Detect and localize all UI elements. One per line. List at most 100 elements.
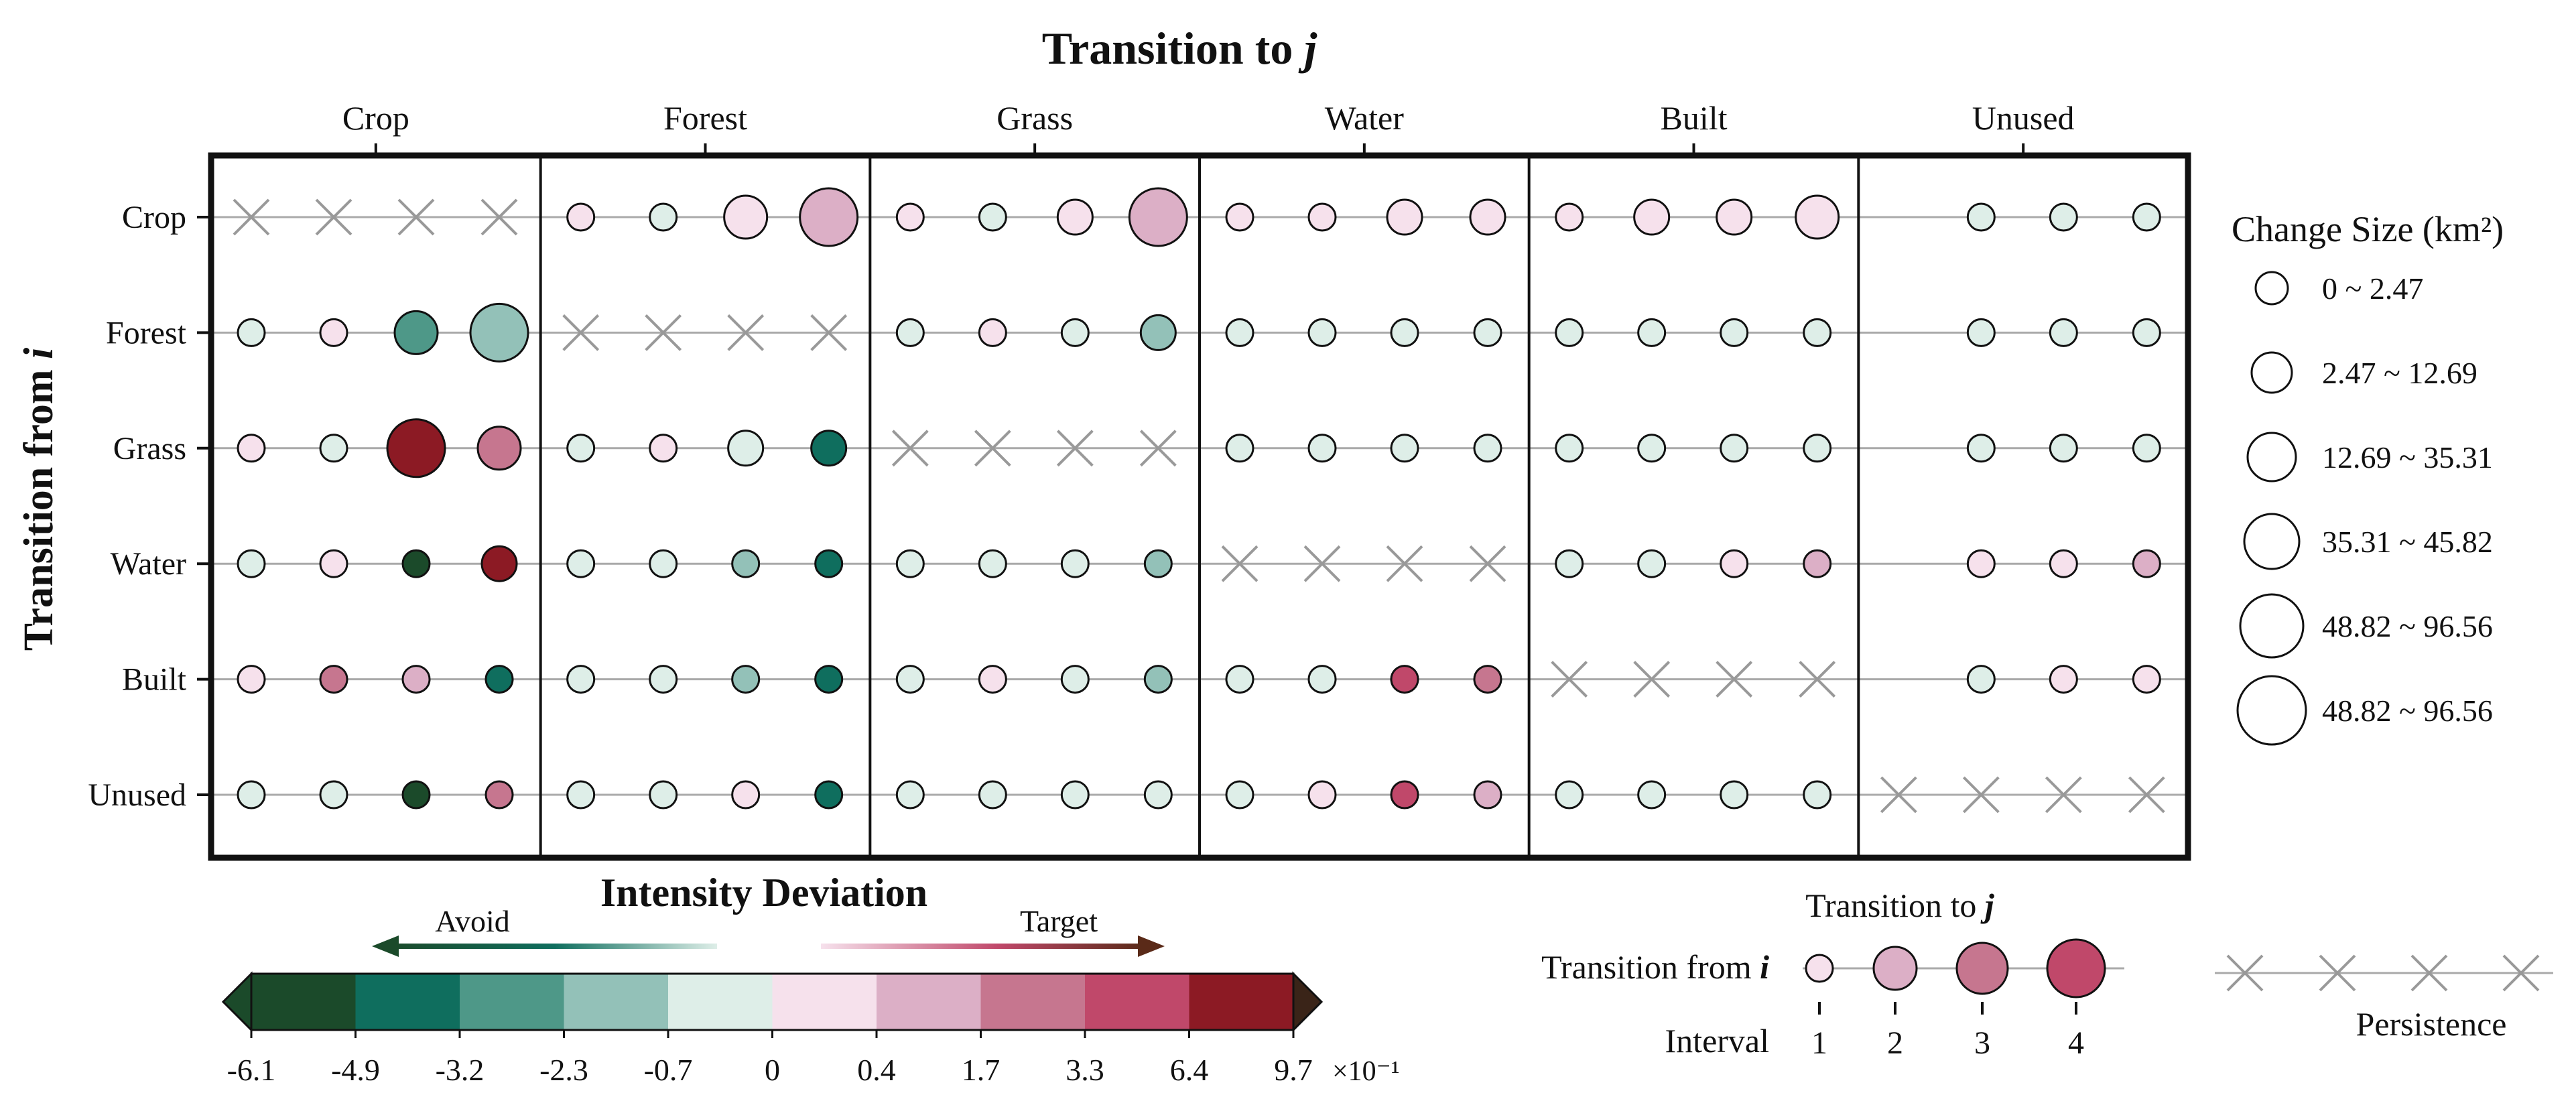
bubble-crop-to-unused-3: [2049, 202, 2078, 232]
bubble-water-to-built-2: [1637, 549, 1667, 578]
size-legend-entry: 35.31 ~ 45.82: [2322, 525, 2493, 559]
bubble-water-to-grass-2: [978, 549, 1007, 578]
bubble-water-to-forest-3: [731, 549, 761, 578]
matrix-marks: [233, 187, 2165, 814]
persistence-label: Persistence: [2356, 1005, 2507, 1043]
colorbar-tick-label: 9.7: [1274, 1053, 1313, 1087]
bubble-water-to-built-3: [1720, 549, 1749, 578]
bubble-crop-to-built-2: [1633, 198, 1671, 236]
column-label-grass: Grass: [996, 99, 1073, 137]
persistence-mark: [1139, 430, 1177, 467]
persistence-mark: [1056, 430, 1094, 467]
bubble-grass-to-water-2: [1307, 434, 1337, 463]
bubble-unused-to-crop-3: [401, 780, 431, 810]
column-labels: Crop Forest Grass Water Built Unused: [342, 99, 2075, 155]
bubble-crop-to-unused-2: [1966, 202, 1996, 232]
bubble-unused-to-water-4: [1473, 780, 1502, 810]
bubble-grass-to-crop-4: [476, 426, 522, 471]
persistence-mark: [233, 198, 270, 236]
size-legend-circle: [2250, 351, 2293, 394]
bubble-unused-to-crop-4: [485, 780, 514, 810]
colorbar-tick-label: 0: [765, 1053, 780, 1087]
bubble-grass-to-unused-3: [2049, 434, 2078, 463]
bubble-built-to-crop-4: [485, 665, 514, 694]
interval-legend-circle-1: [1805, 954, 1834, 983]
bubble-forest-to-unused-3: [2049, 318, 2078, 347]
bubble-forest-to-grass-1: [895, 318, 925, 347]
bubble-crop-to-grass-1: [895, 202, 925, 232]
colorbar-segment: [1085, 974, 1189, 1030]
column-label-unused: Unused: [1972, 99, 2075, 137]
bubble-grass-to-forest-1: [566, 434, 596, 463]
bubble-forest-to-crop-3: [393, 310, 439, 355]
bubble-water-to-grass-4: [1143, 549, 1173, 578]
bubble-forest-to-crop-4: [469, 302, 529, 363]
bubble-grass-to-unused-4: [2132, 434, 2161, 463]
bubble-forest-to-grass-2: [978, 318, 1007, 347]
y-axis-label: Transition from i: [16, 348, 62, 651]
bubble-crop-to-grass-2: [978, 202, 1007, 232]
size-legend-entry: 2.47 ~ 12.69: [2322, 356, 2477, 390]
bubble-water-to-crop-4: [480, 545, 518, 582]
bubble-grass-to-crop-2: [319, 434, 348, 463]
target-arrow-head: [1138, 935, 1165, 957]
colorbar-segment: [1189, 974, 1294, 1030]
interval-legend-number: 1: [1811, 1025, 1827, 1061]
colorbar-tick-label: -6.1: [227, 1053, 276, 1087]
bubble-unused-to-forest-4: [814, 780, 844, 810]
persistence-mark: [810, 314, 848, 351]
interval-legend-circle-2: [1872, 946, 1918, 991]
bubble-unused-to-built-4: [1803, 780, 1832, 810]
bubble-built-to-water-2: [1307, 665, 1337, 694]
colorbar-segment: [251, 974, 356, 1030]
bubble-grass-to-water-3: [1390, 434, 1419, 463]
bubble-grass-to-forest-4: [810, 430, 848, 467]
bubble-water-to-built-1: [1555, 549, 1584, 578]
bubble-water-to-forest-4: [814, 549, 844, 578]
bubble-grass-to-built-4: [1803, 434, 1832, 463]
colorbar-scale-label: ×10⁻¹: [1332, 1056, 1399, 1087]
colorbar-tick-label: 6.4: [1170, 1053, 1209, 1087]
bubble-unused-to-grass-1: [895, 780, 925, 810]
size-legend-entry: 0 ~ 2.47: [2322, 271, 2423, 306]
interval-legend-number: 4: [2068, 1025, 2084, 1061]
bubble-forest-to-water-3: [1390, 318, 1419, 347]
bubble-unused-to-built-2: [1637, 780, 1667, 810]
colorbar-tick-label: 0.4: [857, 1053, 896, 1087]
persistence-mark: [480, 198, 518, 236]
bubble-grass-to-built-1: [1555, 434, 1584, 463]
bubble-unused-to-crop-1: [237, 780, 266, 810]
persistence-mark: [1221, 545, 1259, 582]
bubble-water-to-grass-1: [895, 549, 925, 578]
persistence-mark: [1716, 661, 1753, 698]
bubble-crop-to-water-4: [1469, 198, 1506, 236]
bubble-unused-to-built-3: [1720, 780, 1749, 810]
bubble-unused-to-water-1: [1225, 780, 1254, 810]
colorbar-high-extension: [1292, 971, 1324, 1033]
chart-title-prefix: Transition to: [1042, 23, 1305, 74]
bubble-built-to-water-1: [1225, 665, 1254, 694]
persistence-mark: [1880, 776, 1917, 814]
bubble-grass-to-forest-2: [649, 434, 678, 463]
interval-legend-interval-label: Interval: [1665, 1022, 1769, 1059]
bubble-forest-to-grass-3: [1060, 318, 1090, 347]
bubble-unused-to-forest-3: [731, 780, 761, 810]
interval-legend-number: 2: [1887, 1025, 1903, 1061]
colorbar-segment: [980, 974, 1086, 1030]
bubble-grass-to-water-4: [1473, 434, 1502, 463]
bubble-crop-to-water-2: [1307, 202, 1337, 232]
size-legend-entry: 48.82 ~ 96.56: [2322, 609, 2493, 643]
colorbar-low-extension: [221, 971, 253, 1033]
persistence-legend-mark: [2319, 954, 2356, 992]
bubble-grass-to-crop-1: [237, 434, 266, 463]
colorbar-tick-label: 1.7: [962, 1053, 1001, 1087]
bubble-grass-to-forest-3: [727, 430, 765, 467]
bubble-forest-to-water-1: [1225, 318, 1254, 347]
bubble-crop-to-unused-4: [2132, 202, 2161, 232]
persistence-mark: [1962, 776, 2000, 814]
column-label-built: Built: [1660, 99, 1727, 137]
row-labels: Crop Forest Grass Water Built Unused: [88, 200, 211, 813]
bubble-built-to-grass-1: [895, 665, 925, 694]
bubble-built-to-unused-2: [1966, 665, 1996, 694]
